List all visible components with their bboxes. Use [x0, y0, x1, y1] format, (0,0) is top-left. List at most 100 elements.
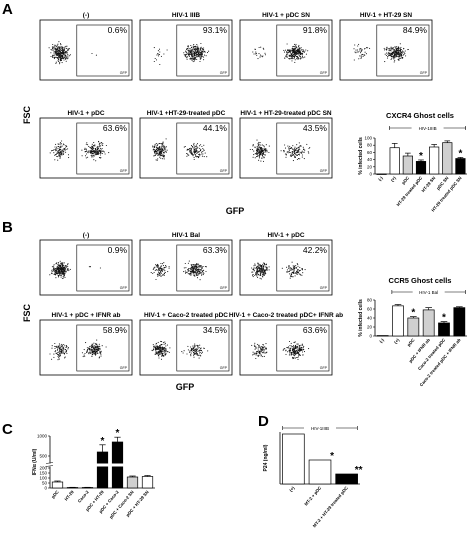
flow-event-dot — [190, 52, 192, 54]
flow-event-dot — [286, 271, 288, 273]
flow-event-dot — [98, 357, 100, 359]
flow-event-dot — [358, 43, 360, 45]
significance-marker: * — [411, 308, 415, 319]
flow-event-dot — [59, 48, 61, 50]
flow-event-dot — [60, 53, 62, 55]
flow-event-dot — [59, 271, 61, 273]
flow-event-dot — [61, 55, 63, 57]
flow-event-dot — [258, 267, 260, 269]
flow-event-dot — [294, 52, 296, 55]
flow-event-dot — [293, 56, 296, 58]
flow-event-dot — [293, 345, 295, 347]
flow-event-dot — [193, 156, 195, 159]
flow-event-dot — [201, 56, 203, 58]
flow-event-dot — [400, 46, 402, 48]
flow-event-dot — [301, 154, 303, 156]
flow-event-dot — [50, 52, 52, 54]
flow-event-dot — [203, 156, 205, 158]
flow-event-dot — [97, 148, 99, 151]
flow-event-dot — [200, 42, 202, 45]
flow-event-dot — [390, 47, 392, 49]
flow-event-dot — [64, 265, 66, 267]
flow-event-dot — [256, 343, 258, 345]
flow-event-dot — [63, 268, 65, 270]
flow-event-dot — [201, 53, 203, 55]
flow-event-dot — [262, 47, 264, 49]
flow-event-dot — [157, 274, 159, 276]
flow-event-dot — [197, 151, 199, 154]
flow-event-dot — [283, 348, 285, 350]
flow-plot-a-4-percent: 84.9% — [403, 25, 428, 35]
flow-event-dot — [256, 139, 258, 141]
flow-event-dot — [258, 46, 260, 49]
flow-event-dot — [65, 47, 68, 49]
flow-event-dot — [66, 346, 68, 348]
flow-event-dot — [84, 155, 87, 157]
flow-event-dot — [192, 56, 194, 59]
flow-event-dot — [289, 155, 291, 157]
flow-event-dot — [258, 350, 260, 352]
flow-event-dot — [204, 51, 206, 53]
flow-event-dot — [95, 343, 97, 345]
flow-event-dot — [401, 56, 404, 58]
flow-event-dot — [200, 264, 202, 267]
flow-event-dot — [300, 49, 302, 51]
bar — [376, 173, 387, 175]
flow-event-dot — [392, 49, 394, 51]
flow-event-dot — [289, 349, 291, 351]
flow-event-dot — [198, 50, 200, 52]
flow-event-dot — [256, 54, 258, 56]
flow-event-dot — [296, 50, 298, 52]
flow-event-dot — [302, 146, 304, 148]
flow-event-dot — [162, 352, 164, 354]
flow-event-dot — [56, 152, 58, 154]
flow-event-dot — [165, 345, 167, 347]
flow-event-dot — [355, 49, 357, 51]
flow-event-dot — [193, 353, 195, 355]
flow-event-dot — [258, 148, 260, 150]
flow-event-dot — [89, 150, 92, 152]
flow-event-dot — [262, 55, 264, 57]
bar — [126, 476, 139, 489]
flow-event-dot — [260, 355, 262, 357]
flow-event-dot — [153, 60, 155, 63]
flow-event-dot — [294, 357, 296, 359]
flow-event-dot — [289, 273, 291, 275]
flow-event-dot — [153, 267, 155, 269]
flow-event-dot — [191, 154, 194, 156]
flow-event-dot — [298, 352, 300, 354]
flow-event-dot — [393, 55, 395, 57]
flow-event-dot — [64, 55, 66, 57]
flow-event-dot — [158, 271, 160, 273]
flow-event-dot — [85, 150, 87, 153]
flow-event-dot — [295, 151, 297, 154]
flow-event-dot — [258, 159, 260, 161]
flow-event-dot — [201, 51, 203, 53]
flow-event-dot — [295, 43, 297, 45]
flow-event-dot — [60, 49, 62, 51]
flow-event-dot — [291, 58, 293, 60]
flow-event-dot — [265, 343, 267, 345]
flow-event-dot — [300, 47, 302, 49]
flow-event-dot — [293, 148, 296, 150]
flow-event-dot — [186, 353, 188, 355]
flow-event-dot — [199, 349, 202, 351]
flow-event-dot — [156, 54, 158, 56]
flow-event-dot — [386, 47, 388, 49]
flow-event-dot — [92, 145, 94, 147]
bar — [51, 481, 64, 489]
flow-event-dot — [192, 147, 194, 149]
flow-event-dot — [302, 49, 304, 51]
flow-event-dot — [185, 267, 187, 269]
flow-event-dot — [190, 145, 193, 147]
flow-event-dot — [163, 262, 165, 264]
flow-event-dot — [308, 152, 310, 154]
flow-event-dot — [194, 46, 196, 48]
flow-event-dot — [257, 147, 259, 149]
flow-event-dot — [158, 53, 160, 56]
flow-event-dot — [164, 148, 166, 150]
y-tick-label: 150 — [39, 471, 47, 476]
flow-event-dot — [161, 153, 163, 155]
